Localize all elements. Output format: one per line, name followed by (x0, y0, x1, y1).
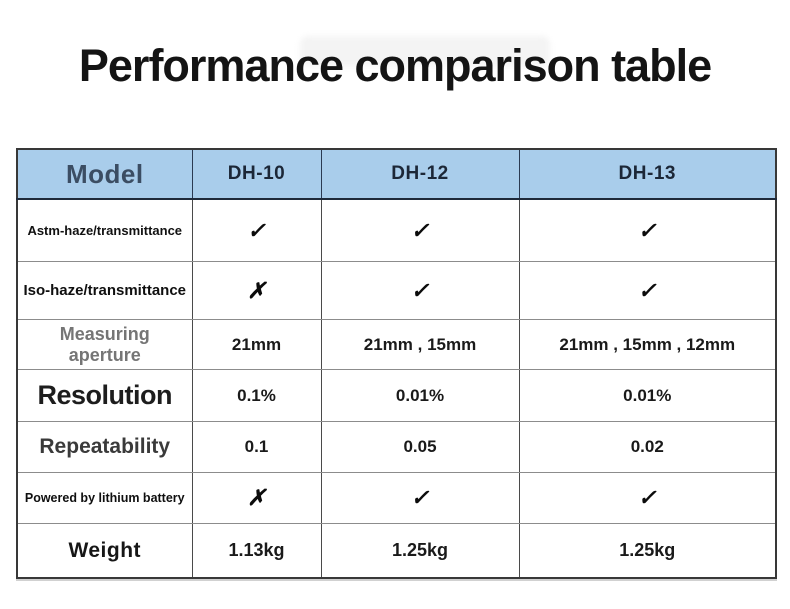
table-header-row: Model DH-10 DH-12 DH-13 (16, 148, 777, 200)
table-cell: 0.05 (320, 421, 520, 473)
check-icon: ✓ (247, 217, 266, 243)
cell-value: 21mm (231, 334, 282, 354)
row-label-lithium-battery: Powered by lithium battery (16, 472, 193, 524)
check-icon: ✓ (638, 485, 657, 510)
row-label-astm-haze: Astm-haze/transmittance (16, 198, 193, 262)
table-cell: 1.25kg (320, 523, 520, 579)
table-cell: 21mm (191, 319, 322, 370)
table-cell: 1.25kg (518, 523, 777, 579)
table-cell: 1.13kg (191, 523, 322, 579)
cell-value: 0.05 (403, 437, 437, 456)
table-row-iso-haze: Iso-haze/transmittance ✗ ✓ ✓ (16, 261, 777, 320)
table-cell: ✓ (518, 472, 777, 524)
cell-value: 0.1 (244, 437, 269, 456)
check-icon: ✓ (410, 217, 430, 243)
cell-value: 1.25kg (391, 540, 449, 560)
table-cell: 0.02 (518, 421, 777, 473)
cell-value: 1.13kg (228, 540, 285, 560)
table-row-resolution: Resolution 0.1% 0.01% 0.01% (16, 369, 777, 422)
table-cell: ✓ (518, 261, 777, 320)
table-cell: 0.01% (320, 369, 520, 422)
check-icon: ✓ (410, 277, 430, 303)
table-row-repeatability: Repeatability 0.1 0.05 0.02 (16, 421, 777, 473)
check-icon: ✓ (638, 217, 657, 243)
cell-value: 0.02 (630, 437, 664, 456)
row-label-measuring-aperture: Measuring aperture (16, 319, 193, 370)
table-cell: ✓ (320, 198, 520, 262)
table-cell: ✓ (320, 472, 520, 524)
cross-icon: ✗ (247, 277, 266, 303)
table-cell: ✓ (191, 198, 322, 262)
cell-value: 21mm , 15mm (363, 334, 477, 354)
row-label-iso-haze: Iso-haze/transmittance (16, 261, 193, 320)
table-cell: ✓ (518, 198, 777, 262)
table-cell: ✗ (191, 472, 322, 524)
cell-value: 0.01% (395, 385, 445, 405)
table-cell: ✗ (191, 261, 322, 320)
table-row-lithium-battery: Powered by lithium battery ✗ ✓ ✓ (16, 472, 777, 524)
cell-value: 0.1% (237, 385, 276, 405)
table-row-astm-haze: Astm-haze/transmittance ✓ ✓ ✓ (16, 198, 777, 262)
table-cell: ✓ (320, 261, 520, 320)
table-row-weight: Weight 1.13kg 1.25kg 1.25kg (16, 523, 777, 579)
check-icon: ✓ (410, 485, 430, 510)
table-cell: 21mm , 15mm (320, 319, 520, 370)
row-label-resolution: Resolution (16, 369, 193, 422)
cross-icon: ✗ (247, 485, 266, 510)
background-watermark (300, 36, 550, 66)
header-dh10: DH-10 (191, 148, 322, 200)
comparison-table: Model DH-10 DH-12 DH-13 Astm-haze/transm… (16, 148, 777, 579)
cell-value: 1.25kg (619, 540, 676, 560)
row-label-repeatability: Repeatability (16, 421, 193, 473)
table-cell: 0.01% (518, 369, 777, 422)
table-cell: 21mm , 15mm , 12mm (518, 319, 777, 370)
cell-value: 0.01% (623, 385, 672, 405)
page-title: Performance comparison table (78, 40, 712, 91)
header-model: Model (16, 148, 193, 200)
header-dh13: DH-13 (518, 148, 777, 200)
check-icon: ✓ (638, 277, 657, 303)
row-label-weight: Weight (16, 523, 193, 579)
table-cell: 0.1% (191, 369, 322, 422)
header-dh12: DH-12 (320, 148, 520, 200)
table-row-measuring-aperture: Measuring aperture 21mm 21mm , 15mm 21mm… (16, 319, 777, 370)
table-cell: 0.1 (191, 421, 322, 473)
cell-value: 21mm , 15mm , 12mm (559, 334, 736, 354)
